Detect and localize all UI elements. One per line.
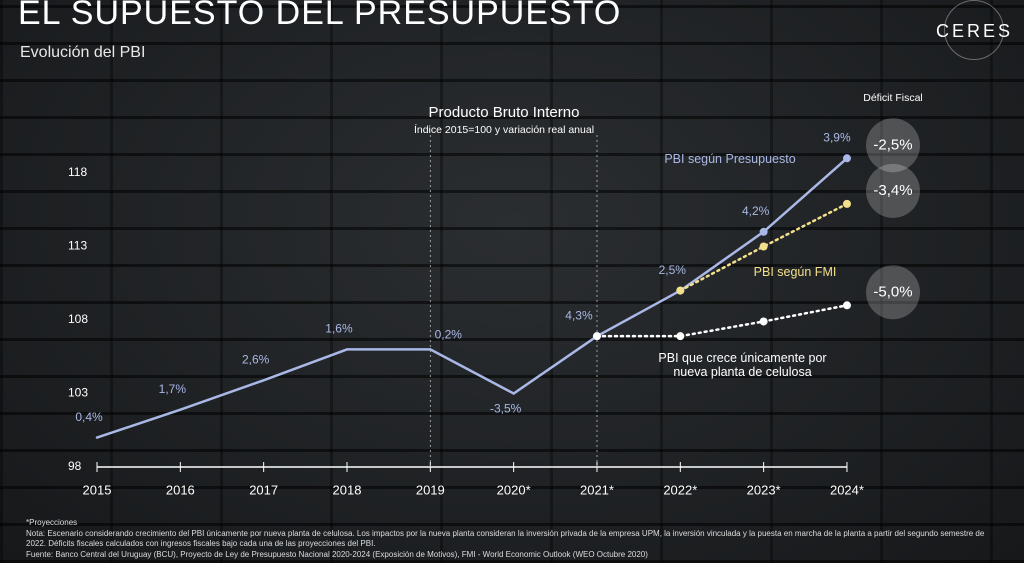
x-tick-label: 2023* (747, 482, 781, 497)
y-tick-label: 108 (68, 312, 88, 326)
chart-subtitle: Índice 2015=100 y variación real anual (414, 123, 594, 136)
x-tick-label: 2015 (83, 482, 112, 497)
deficit-label: -2,5% (873, 136, 912, 153)
growth-label: 1,6% (325, 322, 353, 336)
growth-label: -3,5% (490, 402, 522, 416)
point (842, 199, 851, 208)
point (592, 332, 601, 341)
y-tick-label: 98 (68, 459, 82, 473)
footnote: Fuente: Banco Central del Uruguay (BCU),… (26, 550, 648, 559)
point (759, 317, 768, 326)
x-tick-label: 2017 (249, 482, 278, 497)
deficit-bubble (866, 265, 920, 320)
growth-label: 4,3% (565, 308, 593, 322)
deficit-title: Déficit Fiscal (863, 92, 923, 104)
x-tick-label: 2016 (166, 482, 195, 497)
growth-label: 2,6% (242, 352, 270, 366)
series-label: PBI según FMI (753, 265, 837, 279)
deficit-label: -5,0% (873, 283, 912, 300)
growth-label: 2,5% (659, 263, 687, 277)
logo-ring (944, 0, 1004, 60)
growth-label: 0,2% (435, 328, 463, 342)
series-line (679, 202, 849, 292)
logo: CERES (936, 21, 1014, 41)
series-label: PBI según Presupuesto (664, 152, 796, 166)
deficit-bubble (866, 163, 920, 218)
deficit-bubble (866, 118, 920, 173)
footnote: Nota: Escenario considerando crecimiento… (26, 529, 985, 548)
slide-title: EL SUPUESTO DEL PRESUPUESTO (18, 0, 622, 32)
x-tick-label: 2021* (580, 482, 614, 497)
point (842, 154, 851, 163)
point (759, 242, 768, 251)
growth-label: 0,4% (75, 410, 103, 424)
y-tick-label: 103 (68, 386, 88, 400)
x-tick-label: 2022* (663, 482, 697, 497)
growth-label: 4,2% (742, 204, 770, 218)
growth-label: 1,7% (159, 382, 187, 396)
point (676, 286, 685, 295)
footnote: *Proyecciones (26, 518, 78, 527)
x-tick-label: 2020* (497, 482, 531, 497)
series-label: PBI que crece únicamente por nueva plant… (658, 351, 827, 379)
slide-subtitle: Evolución del PBI (20, 44, 146, 61)
x-tick-label: 2019 (416, 482, 445, 497)
point (676, 332, 685, 341)
point (759, 227, 768, 236)
series-line (595, 304, 849, 338)
x-tick-label: 2024* (830, 482, 864, 497)
y-tick-label: 113 (68, 239, 87, 253)
x-tick-label: 2018 (333, 482, 362, 497)
chart-title: Producto Bruto Interno (429, 104, 580, 121)
y-tick-label: 118 (68, 165, 87, 179)
point (842, 301, 851, 310)
deficit-label: -3,4% (873, 182, 912, 199)
series-line (95, 157, 849, 439)
growth-label: 3,9% (823, 130, 851, 144)
